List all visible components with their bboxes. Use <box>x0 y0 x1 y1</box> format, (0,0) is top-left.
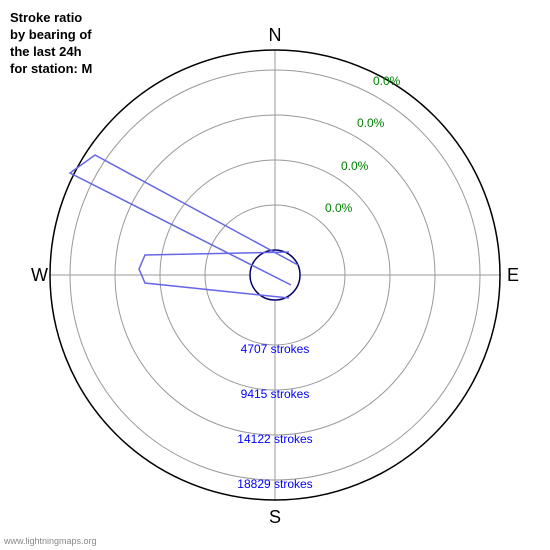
pct-label-0: 0.0% <box>325 201 353 215</box>
stroke-label-0: 4707 strokes <box>241 342 310 356</box>
pct-label-3: 0.0% <box>373 74 401 88</box>
cardinal-w: W <box>31 265 48 285</box>
stroke-label-2: 14122 strokes <box>237 432 312 446</box>
stroke-label-1: 9415 strokes <box>241 387 310 401</box>
cardinal-e: E <box>507 265 519 285</box>
cardinal-n: N <box>269 25 282 45</box>
pct-label-1: 0.0% <box>341 159 369 173</box>
footer-attribution: www.lightningmaps.org <box>4 536 97 546</box>
polar-chart: N S W E 0.0% 0.0% 0.0% 0.0% 4707 strokes… <box>25 25 525 525</box>
stroke-label-3: 18829 strokes <box>237 477 312 491</box>
pct-label-2: 0.0% <box>357 116 385 130</box>
cardinal-s: S <box>269 507 281 525</box>
